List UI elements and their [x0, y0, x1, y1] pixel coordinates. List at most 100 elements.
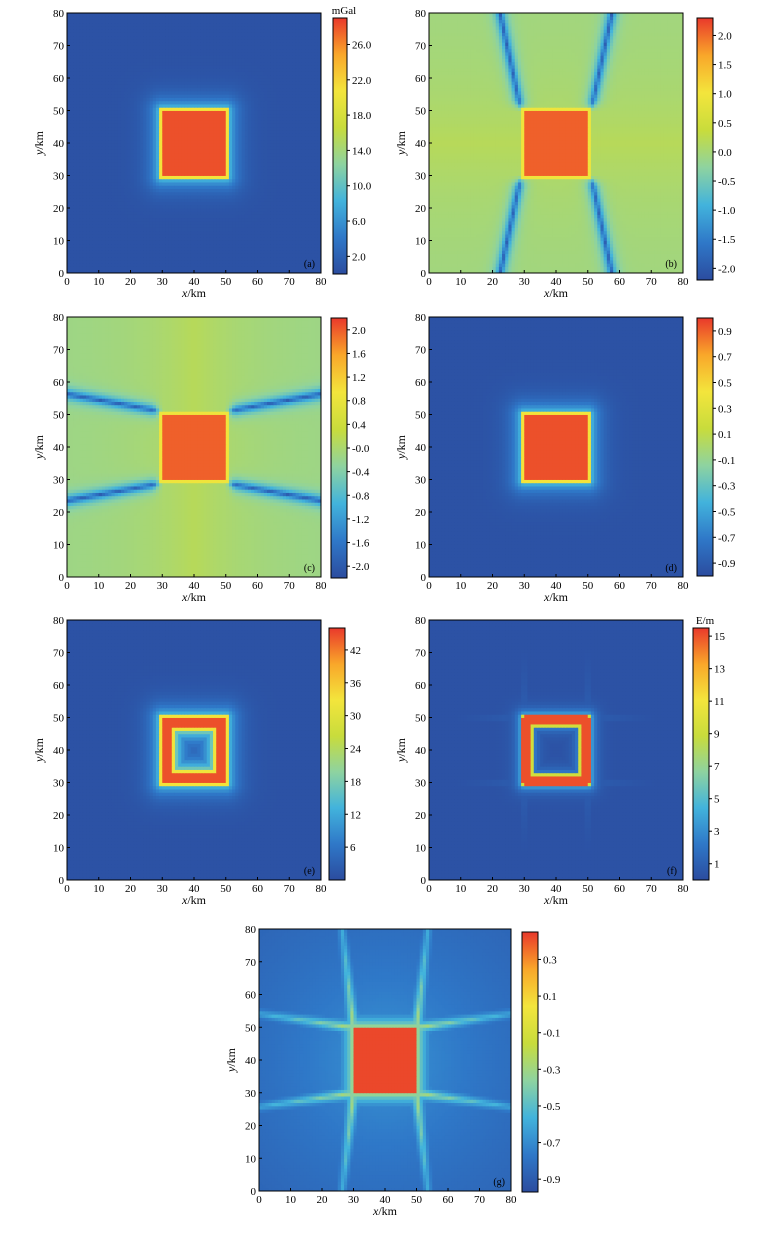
heatmap-cell: [289, 198, 293, 202]
heatmap-cell: [238, 140, 242, 144]
heatmap-cell: [162, 143, 166, 147]
heatmap-cell: [223, 195, 227, 199]
heatmap-cell: [150, 163, 154, 167]
heatmap-cell: [235, 254, 239, 258]
heatmap-cell: [156, 192, 160, 196]
heatmap-cell: [150, 192, 154, 196]
heatmap-cell: [146, 215, 150, 219]
heatmap-cell: [131, 254, 135, 258]
heatmap-cell: [115, 205, 119, 209]
heatmap-cell: [86, 224, 90, 228]
heatmap-cell: [80, 241, 84, 245]
heatmap-cell: [204, 237, 208, 241]
heatmap-cell: [286, 260, 290, 264]
heatmap-cell: [175, 250, 179, 254]
heatmap-cell: [83, 137, 87, 141]
heatmap-cell: [245, 185, 249, 189]
heatmap-cell: [191, 237, 195, 241]
heatmap-cell: [248, 247, 252, 251]
heatmap-cell: [251, 198, 255, 202]
heatmap-cell: [207, 234, 211, 238]
heatmap-cell: [73, 176, 77, 180]
heatmap-cell: [131, 260, 135, 264]
heatmap-cell: [299, 221, 303, 225]
heatmap-cell: [96, 224, 100, 228]
heatmap-cell: [102, 182, 106, 186]
heatmap-cell: [286, 237, 290, 241]
heatmap-cell: [242, 172, 246, 176]
heatmap-cell: [238, 208, 242, 212]
heatmap-cell: [194, 241, 198, 245]
heatmap-cell: [292, 205, 296, 209]
heatmap-cell: [111, 169, 115, 173]
heatmap-cell: [223, 244, 227, 248]
heatmap-cell: [165, 267, 169, 271]
heatmap-cell: [258, 244, 262, 248]
heatmap-cell: [194, 267, 198, 271]
heatmap-cell: [118, 185, 122, 189]
heatmap-cell: [223, 237, 227, 241]
heatmap-cell: [118, 202, 122, 206]
heatmap-cell: [197, 189, 201, 193]
heatmap-cell: [184, 211, 188, 215]
heatmap-cell: [156, 179, 160, 183]
heatmap-cell: [194, 146, 198, 150]
heatmap-cell: [235, 156, 239, 160]
heatmap-cell: [181, 254, 185, 258]
heatmap-cell: [89, 159, 93, 163]
heatmap-cell: [118, 159, 122, 163]
heatmap-cell: [302, 215, 306, 219]
heatmap-cell: [254, 153, 258, 157]
heatmap-cell: [150, 198, 154, 202]
heatmap-cell: [178, 189, 182, 193]
heatmap-cell: [254, 244, 258, 248]
heatmap-cell: [115, 224, 119, 228]
heatmap-cell: [70, 228, 74, 232]
heatmap-cell: [299, 218, 303, 222]
heatmap-cell: [188, 198, 192, 202]
heatmap-cell: [232, 241, 236, 245]
heatmap-cell: [296, 254, 300, 258]
heatmap-cell: [143, 172, 147, 176]
heatmap-cell: [134, 247, 138, 251]
heatmap-cell: [86, 205, 90, 209]
heatmap-cell: [258, 247, 262, 251]
heatmap-cell: [67, 224, 71, 228]
heatmap-cell: [283, 195, 287, 199]
heatmap-cell: [229, 150, 233, 154]
heatmap-cell: [204, 205, 208, 209]
heatmap-cell: [200, 228, 204, 232]
heatmap-cell: [213, 205, 217, 209]
heatmap-cell: [137, 159, 141, 163]
heatmap-cell: [83, 146, 87, 150]
heatmap-cell: [159, 218, 163, 222]
heatmap-cell: [80, 234, 84, 238]
heatmap-cell: [229, 153, 233, 157]
heatmap-cell: [289, 150, 293, 154]
heatmap-cell: [73, 244, 77, 248]
heatmap-cell: [286, 159, 290, 163]
heatmap-cell: [216, 250, 220, 254]
heatmap-cell: [296, 156, 300, 160]
heatmap-cell: [67, 250, 71, 254]
heatmap-cell: [197, 179, 201, 183]
heatmap-cell: [238, 211, 242, 215]
heatmap-cell: [302, 237, 306, 241]
heatmap-cell: [219, 192, 223, 196]
heatmap-cell: [226, 215, 230, 219]
heatmap-cell: [210, 179, 214, 183]
heatmap-cell: [178, 176, 182, 180]
heatmap-cell: [184, 198, 188, 202]
heatmap-cell: [89, 202, 93, 206]
heatmap-cell: [105, 257, 109, 261]
heatmap-cell: [102, 263, 106, 267]
heatmap-cell: [219, 166, 223, 170]
heatmap-cell: [280, 179, 284, 183]
heatmap-cell: [80, 189, 84, 193]
heatmap-cell: [270, 143, 274, 147]
heatmap-cell: [175, 143, 179, 147]
heatmap-cell: [96, 215, 100, 219]
heatmap-cell: [169, 228, 173, 232]
heatmap-cell: [226, 159, 230, 163]
heatmap-cell: [204, 179, 208, 183]
